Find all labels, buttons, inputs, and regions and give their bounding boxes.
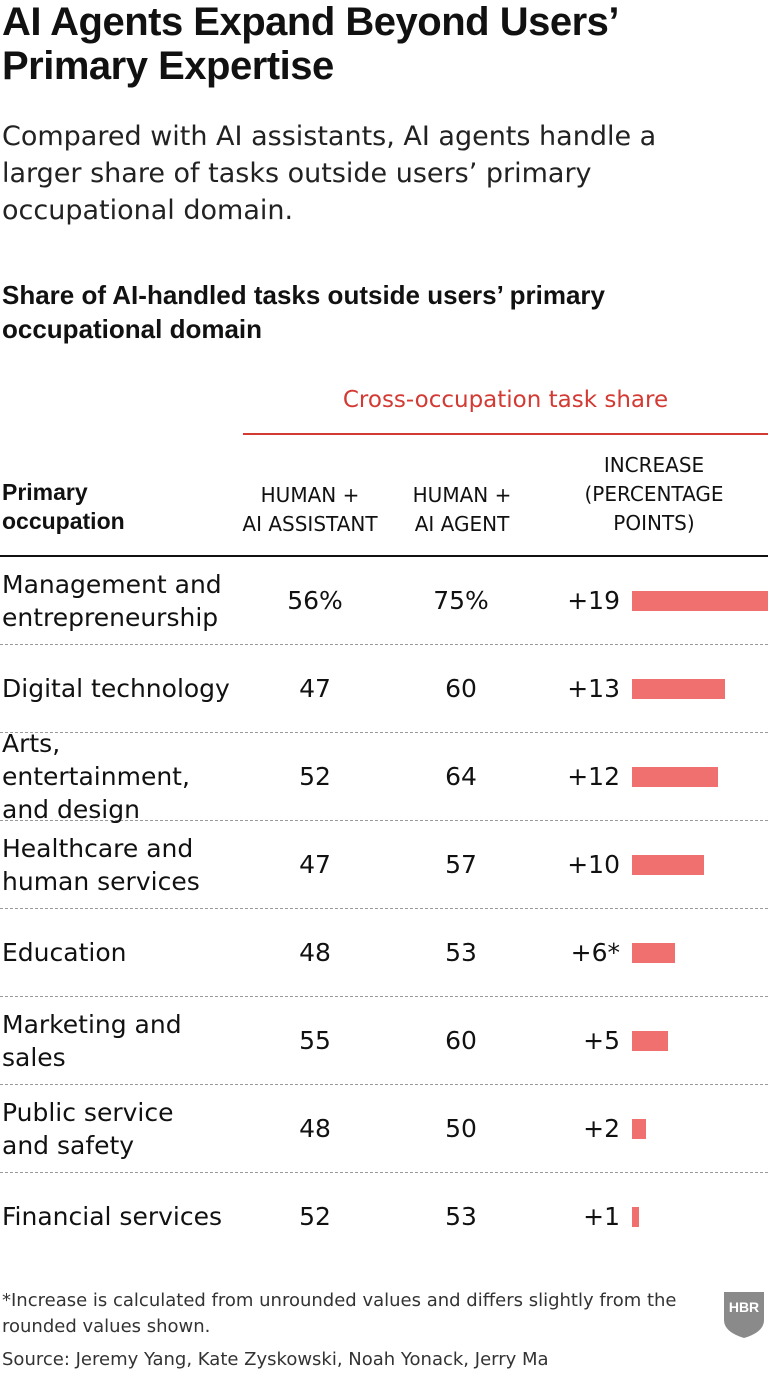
- footnote: *Increase is calculated from unrounded v…: [2, 1290, 677, 1337]
- column-header-agent: HUMAN + AI AGENT: [412, 483, 512, 536]
- occupation-label: Arts, entertainment, and design: [2, 729, 190, 824]
- assistant-value: 52: [299, 762, 331, 791]
- occupation-label: Management and entrepreneurship: [2, 569, 222, 632]
- increase-value: +1: [583, 1202, 620, 1231]
- table-row: Management and entrepreneurship 56% 75% +19: [0, 557, 768, 645]
- column-header-increase: INCREASE (PERCENTAGE POINTS): [584, 453, 724, 535]
- increase-bar: [632, 1119, 647, 1139]
- table-row: Public service and safety 48 50 +2: [0, 1085, 768, 1173]
- agent-value: 57: [445, 850, 477, 879]
- agent-value: 60: [445, 674, 477, 703]
- increase-value: +12: [567, 762, 620, 791]
- column-header-occupation: Primary occupation: [2, 479, 125, 534]
- increase-value: +13: [567, 674, 620, 703]
- occupation-label: Public service and safety: [2, 1097, 174, 1160]
- hbr-shield-logo: HBR: [724, 1292, 764, 1338]
- increase-value: +6*: [570, 938, 620, 967]
- source-note: Source: Jeremy Yang, Kate Zyskowski, Noa…: [2, 1349, 549, 1370]
- table-row: Financial services 52 53 +1: [0, 1173, 768, 1261]
- assistant-value: 56%: [287, 586, 343, 615]
- header-rule: [0, 555, 768, 557]
- increase-bar: [632, 679, 726, 699]
- increase-bar: [632, 1031, 668, 1051]
- assistant-value: 52: [299, 1202, 331, 1231]
- table-body: Management and entrepreneurship 56% 75% +19 D…: [0, 557, 768, 1261]
- column-header-assistant: HUMAN + AI ASSISTANT: [242, 483, 378, 536]
- agent-value: 50: [445, 1114, 477, 1143]
- increase-bar: [632, 591, 768, 611]
- agent-value: 75%: [433, 586, 489, 615]
- table-row: Marketing and sales 55 60 +5: [0, 997, 768, 1085]
- logo-text: HBR: [729, 1299, 759, 1315]
- increase-bar: [632, 767, 718, 787]
- assistant-value: 47: [299, 674, 331, 703]
- occupation-label: Education: [2, 938, 127, 967]
- occupation-label: Healthcare and human services: [2, 833, 200, 896]
- occupation-label: Digital technology: [2, 674, 230, 703]
- occupation-label: Financial services: [2, 1202, 222, 1231]
- agent-value: 53: [445, 1202, 477, 1231]
- table-row: Digital technology 47 60 +13: [0, 645, 768, 733]
- increase-bar: [632, 855, 704, 875]
- assistant-value: 55: [299, 1026, 331, 1055]
- increase-bar: [632, 1207, 640, 1227]
- increase-bar: [632, 943, 675, 963]
- increase-value: +19: [567, 586, 620, 615]
- increase-value: +5: [583, 1026, 620, 1055]
- increase-value: +2: [583, 1114, 620, 1143]
- group-header: Cross-occupation task share: [342, 387, 669, 413]
- table-row: Healthcare and human services 47 57 +10: [0, 821, 768, 909]
- agent-value: 60: [445, 1026, 477, 1055]
- assistant-value: 47: [299, 850, 331, 879]
- assistant-value: 48: [299, 938, 331, 967]
- increase-value: +10: [567, 850, 620, 879]
- page-subtitle: Compared with AI assistants, AI agents h…: [2, 121, 657, 226]
- table-row: Education 48 53 +6*: [0, 909, 768, 997]
- assistant-value: 48: [299, 1114, 331, 1143]
- agent-value: 64: [445, 762, 477, 791]
- chart-title: Share of AI-handled tasks outside users’…: [2, 280, 606, 344]
- group-header-rule: [243, 433, 768, 435]
- table-row: Arts, entertainment, and design 52 64 +12: [0, 729, 768, 824]
- agent-value: 53: [445, 938, 477, 967]
- occupation-label: Marketing and sales: [2, 1009, 182, 1072]
- page-title: AI Agents Expand Beyond Users’ Primary E…: [2, 0, 617, 88]
